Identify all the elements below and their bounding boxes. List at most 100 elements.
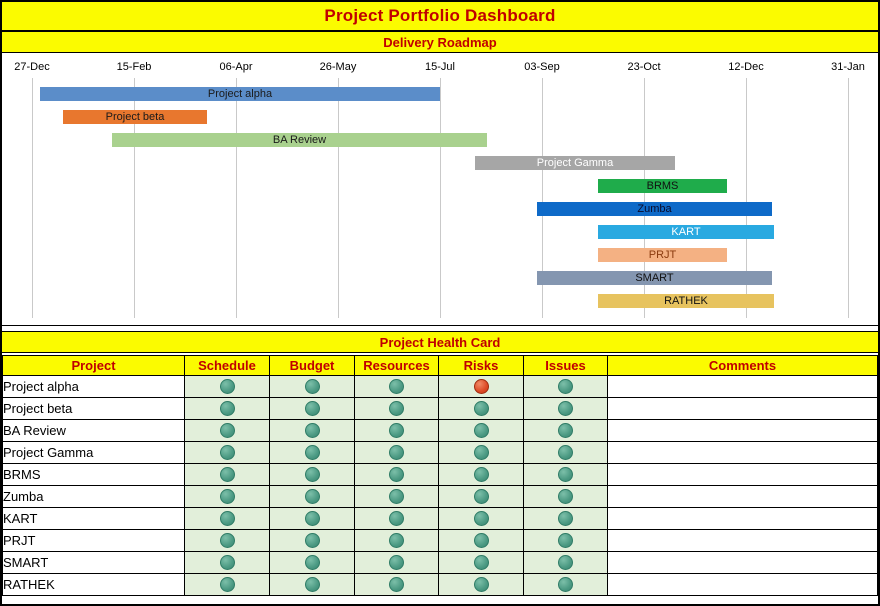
table-row: BA Review — [2, 419, 878, 442]
status-dot-green — [389, 466, 404, 482]
page-title: Project Portfolio Dashboard — [324, 6, 556, 25]
status-cell-budget — [269, 507, 355, 530]
status-dot-green — [304, 378, 320, 394]
status-dot-green — [558, 532, 573, 548]
status-cell-budget — [269, 485, 355, 508]
gantt-bar-project-gamma: Project Gamma — [475, 156, 675, 170]
comments-cell — [607, 485, 878, 508]
status-cell-schedule — [184, 551, 270, 574]
status-dot-green — [304, 532, 320, 548]
table-row: BRMS — [2, 463, 878, 486]
status-cell-resources — [354, 551, 439, 574]
status-dot-green — [558, 400, 573, 416]
title-band: Project Portfolio Dashboard — [2, 2, 878, 32]
status-cell-budget — [269, 573, 355, 596]
bottom-strip — [2, 596, 878, 604]
status-dot-green — [304, 576, 320, 592]
status-dot-green — [558, 378, 573, 394]
comments-cell — [607, 573, 878, 596]
status-cell-schedule — [184, 573, 270, 596]
health-card-title: Project Health Card — [379, 334, 501, 350]
status-dot-green — [473, 510, 489, 526]
gridline — [236, 78, 237, 318]
comments-cell — [607, 507, 878, 530]
gantt-bar-rathek: RATHEK — [598, 294, 774, 308]
status-cell-risks — [438, 375, 524, 398]
status-dot-green — [473, 444, 489, 460]
table-row: RATHEK — [2, 573, 878, 596]
status-cell-issues — [523, 573, 608, 596]
status-dot-green — [389, 576, 404, 592]
status-dot-green — [389, 554, 404, 570]
status-dot-green — [304, 488, 320, 504]
status-cell-resources — [354, 529, 439, 552]
status-dot-green — [219, 378, 235, 394]
status-cell-risks — [438, 551, 524, 574]
comments-cell — [607, 375, 878, 398]
status-dot-green — [473, 488, 489, 504]
status-dot-green — [389, 422, 404, 438]
status-dot-green — [389, 400, 404, 416]
column-header-resources: Resources — [354, 355, 439, 376]
comments-cell — [607, 441, 878, 464]
status-dot-green — [558, 488, 573, 504]
status-cell-issues — [523, 507, 608, 530]
axis-tick-label: 23-Oct — [627, 61, 661, 73]
status-dot-green — [219, 488, 235, 504]
status-cell-risks — [438, 485, 524, 508]
table-row: PRJT — [2, 529, 878, 552]
status-dot-green — [473, 554, 489, 570]
column-header-project: Project — [2, 355, 185, 376]
health-table-body: Project alpha Project beta BA Review Projec… — [2, 375, 878, 596]
status-cell-issues — [523, 463, 608, 486]
status-cell-schedule — [184, 485, 270, 508]
gridline — [848, 78, 849, 318]
gantt-bar-prjt: PRJT — [598, 248, 727, 262]
column-header-budget: Budget — [269, 355, 355, 376]
status-cell-budget — [269, 397, 355, 420]
status-dot-green — [389, 510, 404, 526]
status-cell-resources — [354, 463, 439, 486]
gridline — [542, 78, 543, 318]
column-header-issues: Issues — [523, 355, 608, 376]
status-cell-resources — [354, 573, 439, 596]
status-dot-green — [304, 554, 320, 570]
status-cell-issues — [523, 419, 608, 442]
status-dot-green — [558, 466, 573, 482]
status-dot-green — [304, 510, 320, 526]
status-cell-issues — [523, 551, 608, 574]
comments-cell — [607, 529, 878, 552]
status-dot-green — [389, 444, 404, 460]
project-name-cell: BRMS — [2, 463, 185, 486]
status-cell-schedule — [184, 419, 270, 442]
status-dot-green — [473, 532, 489, 548]
status-dot-green — [473, 400, 489, 416]
gridline — [746, 78, 747, 318]
status-cell-schedule — [184, 441, 270, 464]
gantt-bar-brms: BRMS — [598, 179, 727, 193]
status-dot-green — [389, 532, 404, 548]
axis-tick-label: 03-Sep — [524, 61, 560, 73]
status-cell-budget — [269, 375, 355, 398]
status-cell-schedule — [184, 529, 270, 552]
gantt-bar-project-alpha: Project alpha — [40, 87, 440, 101]
status-cell-risks — [438, 529, 524, 552]
status-dot-green — [219, 510, 235, 526]
status-cell-resources — [354, 441, 439, 464]
status-dot-green — [219, 532, 235, 548]
status-dot-green — [473, 466, 489, 482]
status-cell-resources — [354, 375, 439, 398]
table-row: SMART — [2, 551, 878, 574]
status-dot-green — [558, 510, 573, 526]
section-gap — [2, 326, 878, 331]
status-cell-issues — [523, 441, 608, 464]
table-row: Zumba — [2, 485, 878, 508]
status-dot-green — [219, 422, 235, 438]
column-header-comments: Comments — [607, 355, 878, 376]
axis-tick-label: 15-Jul — [425, 61, 455, 73]
table-row: Project alpha — [2, 375, 878, 398]
health-table: Project Schedule Budget Resources Risks Issue… — [2, 355, 878, 596]
status-dot-green — [219, 554, 235, 570]
status-cell-budget — [269, 419, 355, 442]
delivery-roadmap-chart: 27-Dec 15-Feb 06-Apr 26-May 15-Jul 03-Sep 23-O… — [2, 53, 878, 326]
